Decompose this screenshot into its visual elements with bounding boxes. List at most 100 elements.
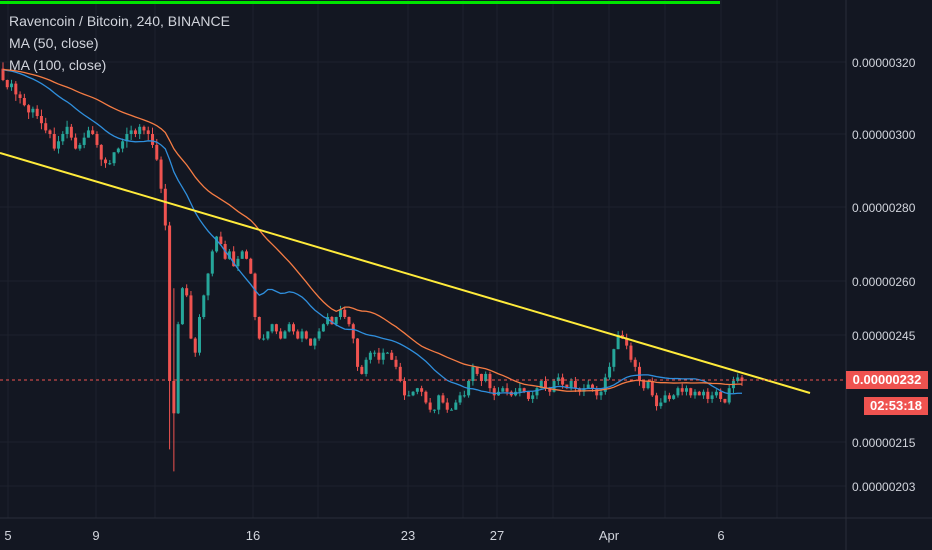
y-tick-label: 0.00000300 <box>852 128 916 142</box>
candle-body <box>633 359 637 367</box>
candle-body <box>18 94 22 98</box>
candle-body <box>351 324 355 339</box>
candle-body <box>227 251 231 259</box>
candle-body <box>544 381 548 389</box>
candle-body <box>206 273 210 296</box>
candle-body <box>599 391 603 396</box>
candle-body <box>556 377 560 381</box>
x-tick-label: 6 <box>717 528 724 543</box>
candle-body <box>505 388 509 392</box>
candle-body <box>394 359 398 367</box>
candles <box>1 62 744 472</box>
candle-body <box>697 391 701 396</box>
x-tick-label: 9 <box>92 528 99 543</box>
candle-body <box>625 338 629 346</box>
candle-body <box>10 83 14 88</box>
candle-body <box>69 126 73 138</box>
candle-body <box>441 395 445 403</box>
candle-body <box>104 159 108 164</box>
x-tick-label: Apr <box>599 528 620 543</box>
candle-body <box>479 373 483 381</box>
bar-countdown-tag: 02:53:18 <box>864 397 928 415</box>
candle-body <box>437 395 441 410</box>
candle-body <box>274 324 278 332</box>
candle-body <box>48 130 52 134</box>
candle-body <box>244 251 248 259</box>
candle-body <box>108 163 112 165</box>
symbol-title[interactable]: Ravencoin / Bitcoin, 240, BINANCE <box>9 13 230 29</box>
candle-body <box>219 236 223 244</box>
candle-body <box>381 352 385 360</box>
candle-body <box>95 134 99 145</box>
candle-body <box>82 137 86 145</box>
candle-body <box>450 409 454 411</box>
trendline <box>0 152 811 394</box>
candle-body <box>672 395 676 399</box>
candle-body <box>78 144 82 149</box>
candle-body <box>390 352 394 360</box>
candle-body <box>612 349 616 367</box>
candle-body <box>360 366 364 374</box>
y-tick-label: 0.00000260 <box>852 275 916 289</box>
candle-body <box>91 130 95 134</box>
candle-body <box>428 402 432 410</box>
candle-body <box>142 126 146 131</box>
candle-body <box>663 395 667 403</box>
candle-body <box>650 381 654 396</box>
candle-body <box>257 317 261 339</box>
candle-body <box>270 324 274 332</box>
candle-body <box>185 288 189 296</box>
candle-body <box>112 152 116 164</box>
y-tick-label: 0.00000203 <box>852 480 916 494</box>
candle-body <box>702 391 706 396</box>
candle-body <box>590 384 594 389</box>
candle-body <box>407 395 411 397</box>
candle-body <box>629 345 633 360</box>
candle-body <box>518 388 522 392</box>
candle-body <box>215 236 219 252</box>
candle-body <box>714 391 718 396</box>
candle-body <box>35 108 39 116</box>
candle-body <box>398 366 402 381</box>
y-tick-label: 0.00000245 <box>852 329 916 343</box>
candle-body <box>642 381 646 389</box>
candle-body <box>189 295 193 339</box>
candle-body <box>347 317 351 325</box>
candle-body <box>296 331 300 339</box>
candle-body <box>385 352 389 354</box>
candle-body <box>356 338 360 367</box>
candle-body <box>582 388 586 392</box>
candle-body <box>432 409 436 411</box>
candle-body <box>262 338 266 340</box>
candle-body <box>693 391 697 396</box>
candle-body <box>146 130 150 134</box>
current-price-tag: 0.00000232 <box>846 371 928 389</box>
candle-body <box>193 338 197 353</box>
candle-body <box>236 258 240 267</box>
candle-body <box>121 141 125 149</box>
candle-body <box>492 388 496 396</box>
candle-body <box>176 324 180 414</box>
candle-body <box>159 159 163 189</box>
ma50-legend[interactable]: MA (50, close) <box>9 35 99 51</box>
candle-body <box>706 391 710 399</box>
candle-body <box>330 317 334 325</box>
candle-body <box>52 134 56 149</box>
candle-body <box>710 395 714 399</box>
candle-body <box>484 373 488 381</box>
x-tick-label: 27 <box>490 528 504 543</box>
candle-body <box>334 317 338 325</box>
candle-body <box>578 388 582 392</box>
candle-body <box>287 324 291 332</box>
candle-body <box>561 377 565 385</box>
y-tick-label: 0.00000280 <box>852 201 916 215</box>
candle-body <box>202 295 206 317</box>
candle-body <box>364 359 368 374</box>
ma100-legend[interactable]: MA (100, close) <box>9 57 107 73</box>
y-tick-label: 0.00000215 <box>852 436 916 450</box>
candle-body <box>424 391 428 403</box>
candle-body <box>723 398 727 403</box>
candle-body <box>129 130 133 134</box>
